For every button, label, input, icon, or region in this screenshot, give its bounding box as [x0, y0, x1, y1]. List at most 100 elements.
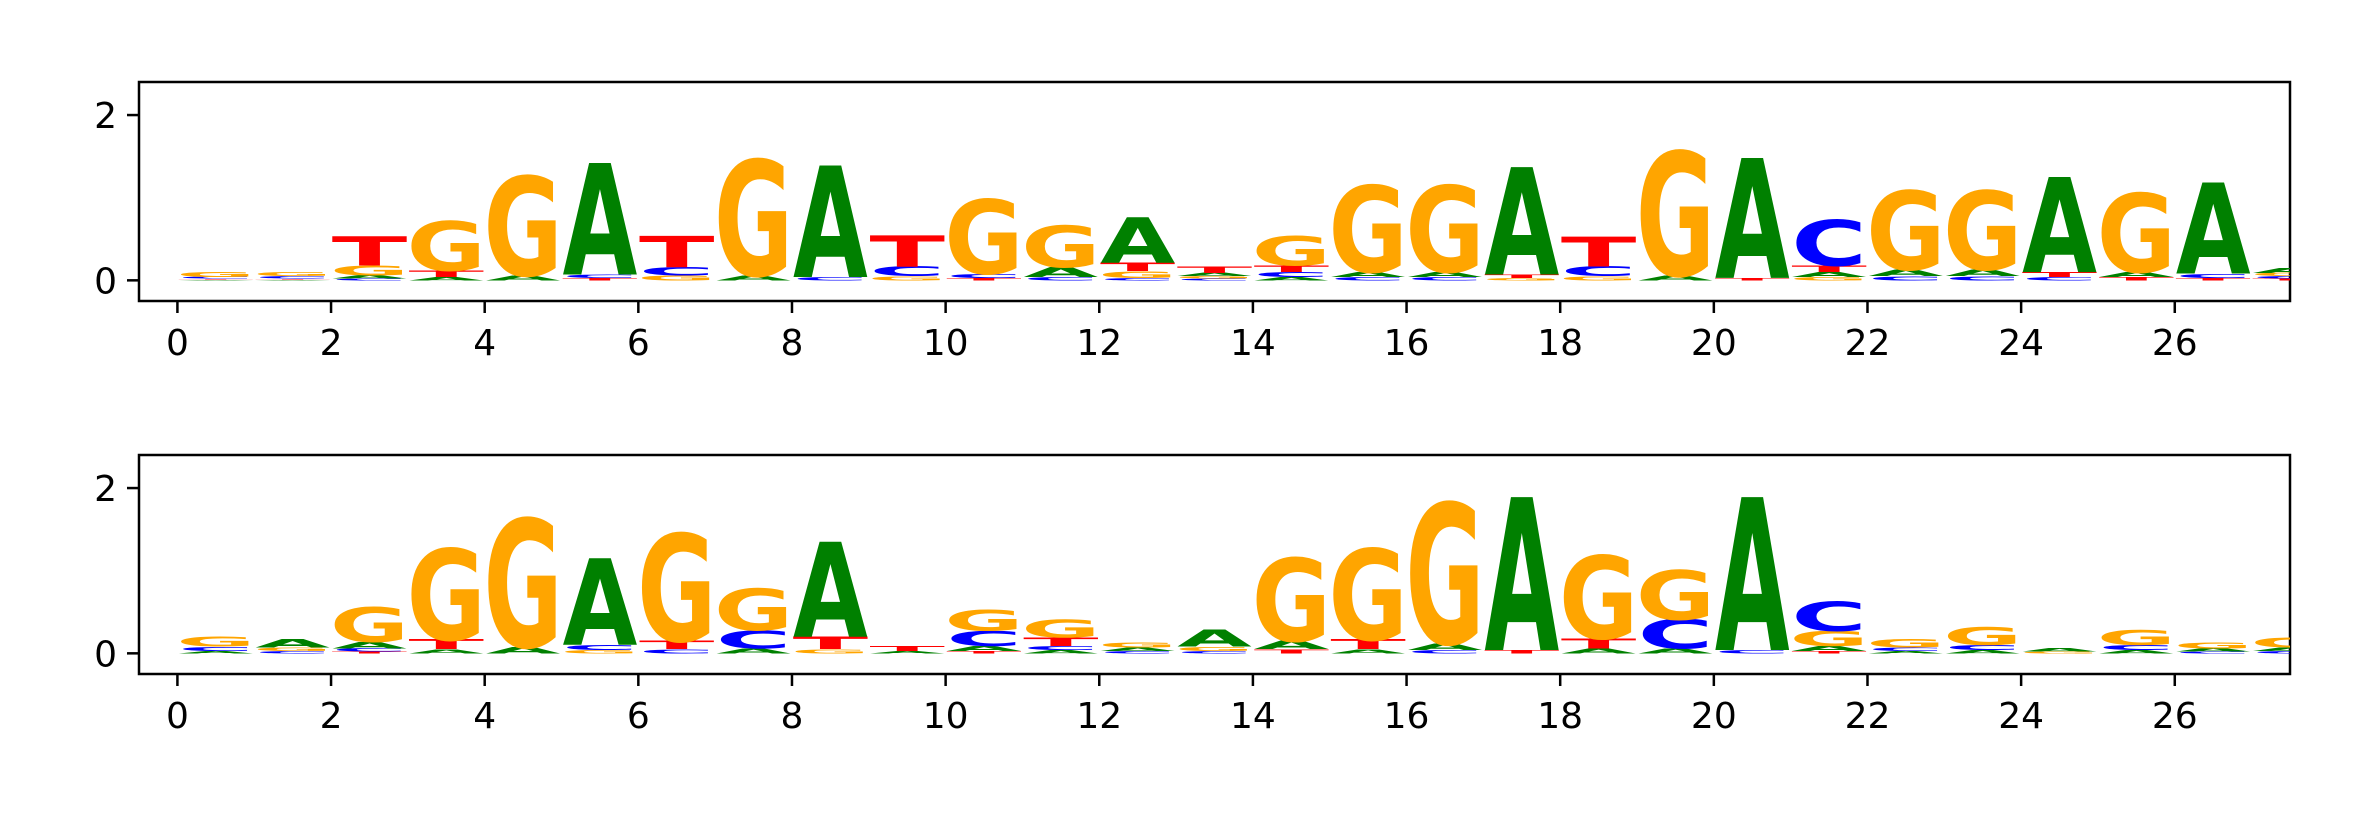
logo-letter-G-pos-15: G: [1329, 525, 1408, 669]
x-tick-label: 0: [166, 323, 189, 364]
logo-letter-G-pos-14: G: [1252, 535, 1331, 667]
logo-letter-T-pos-25: T: [2099, 276, 2175, 281]
logo-letter-G-pos-27: G: [2250, 272, 2329, 277]
logo-letter-T-pos-14: T: [1254, 264, 1330, 275]
y-tick-label: 2: [94, 96, 117, 137]
logo-letter-A-pos-3: A: [409, 276, 484, 281]
x-tick-label: 16: [1384, 696, 1430, 737]
logo-letter-T-pos-27: T: [2252, 278, 2328, 281]
logo-letter-A-pos-12: A: [1100, 647, 1175, 652]
logo-letter-C-pos-19: C: [1638, 612, 1714, 658]
logo-letter-G-pos-23: G: [1943, 622, 2022, 651]
logo-letter-T-pos-8: T: [793, 633, 869, 653]
logo-letter-A-pos-11: A: [1024, 649, 1099, 654]
logo-letter-G-pos-5: G: [560, 649, 639, 654]
logo-letter-A-pos-18: A: [1561, 647, 1636, 655]
x-tick-label: 20: [1691, 696, 1737, 737]
logo-letter-T-pos-10: T: [946, 650, 1022, 654]
logo-letter-A-pos-16: A: [1408, 271, 1483, 279]
logo-letter-C-pos-13: C: [1177, 650, 1253, 654]
logo-letter-A-pos-27: A: [2253, 647, 2328, 652]
logo-letter-G-pos-21: G: [1789, 627, 1868, 651]
logo-letter-C-pos-23: C: [1945, 275, 2021, 282]
logo-letter-A-pos-12: A: [1100, 206, 1175, 278]
logo-letter-A-pos-26: A: [2176, 160, 2251, 304]
logo-letter-T-pos-15: T: [1330, 637, 1406, 653]
logo-letter-A-pos-14: A: [1254, 639, 1329, 652]
logo-letter-G-pos-22: G: [1866, 171, 1945, 296]
logo-letter-G-pos-24: G: [2020, 651, 2099, 654]
x-tick-label: 18: [1537, 323, 1583, 364]
logo-letter-T-pos-21: T: [1791, 264, 1867, 275]
logo-letter-G-pos-16: G: [1405, 161, 1484, 301]
logo-letter-C-pos-26: C: [2175, 273, 2251, 280]
x-tick-label: 0: [166, 696, 189, 737]
logo-letter-A-pos-25: A: [2099, 649, 2174, 654]
logo-letter-G-pos-10: G: [944, 180, 1023, 298]
x-tick-label: 26: [2152, 323, 2198, 364]
logo-letter-C-pos-27: C: [2252, 650, 2328, 654]
logo-letter-A-pos-17: A: [1484, 456, 1559, 700]
logo-letter-C-pos-9: C: [869, 264, 945, 280]
logo-letter-G-pos-1: G: [253, 647, 332, 652]
logo-letter-G-pos-18: G: [1559, 533, 1638, 665]
logo-letter-G-pos-4: G: [483, 150, 562, 308]
x-tick-label: 20: [1691, 323, 1737, 364]
plot-frame: [137, 80, 2292, 303]
x-tick-label: 22: [1845, 323, 1891, 364]
logo-letter-A-pos-1: A: [255, 637, 330, 650]
logo-letter-C-pos-5: C: [562, 644, 638, 652]
logo-letter-G-pos-6: G: [637, 505, 716, 677]
x-tick-label: 10: [923, 696, 969, 737]
logo-letter-A-pos-13: A: [1177, 272, 1252, 277]
logo-letter-A-pos-15: A: [1331, 648, 1406, 655]
x-tick-label: 8: [781, 696, 804, 737]
logo-letter-G-pos-25: G: [2097, 626, 2176, 650]
x-tick-label: 14: [1230, 323, 1276, 364]
logo-letter-A-pos-1: A: [255, 279, 330, 280]
logo-letter-G-pos-19: G: [1636, 118, 1715, 316]
logo-letter-C-pos-18: C: [1561, 264, 1637, 280]
logo-letter-C-pos-7: C: [716, 625, 792, 654]
logo-letter-G-pos-4: G: [483, 484, 562, 689]
logo-letter-A-pos-7: A: [716, 647, 791, 655]
logo-letter-A-pos-17: A: [1484, 139, 1559, 311]
logo-letter-G-pos-27: G: [2250, 635, 2329, 651]
logo-letter-T-pos-11: T: [1023, 635, 1099, 648]
logo-letter-A-pos-5: A: [563, 133, 638, 311]
x-tick-label: 24: [1998, 696, 2044, 737]
logo-letter-A-pos-19: A: [1638, 647, 1713, 655]
logo-letter-G-pos-7: G: [714, 128, 793, 313]
logo-letter-A-pos-22: A: [1869, 268, 1944, 279]
logo-letter-T-pos-17: T: [1484, 649, 1560, 654]
logo-letter-C-pos-23: C: [1945, 644, 2021, 652]
logo-letter-A-pos-8: A: [793, 136, 868, 314]
x-tick-label: 2: [320, 323, 343, 364]
x-tick-label: 4: [473, 323, 496, 364]
logo-letter-A-pos-3: A: [409, 648, 484, 655]
logo-letter-G-pos-22: G: [1866, 637, 1945, 650]
logo-letter-A-pos-26: A: [2176, 648, 2251, 653]
logo-letter-C-pos-1: C: [255, 276, 331, 280]
logo-letter-C-pos-14: C: [1253, 271, 1329, 279]
logo-letter-T-pos-20: T: [1714, 277, 1790, 281]
logo-letter-C-pos-0: C: [178, 277, 254, 280]
logo-letter-C-pos-12: C: [1100, 650, 1176, 654]
logo-letter-A-pos-13: A: [1177, 626, 1252, 653]
logo-letter-G-pos-9: G: [868, 275, 947, 282]
logo-letter-G-pos-8: G: [791, 648, 870, 655]
logo-letter-C-pos-8: C: [793, 276, 869, 281]
logo-letter-T-pos-1: T: [255, 278, 331, 279]
logo-letter-G-pos-10: G: [944, 605, 1023, 638]
logo-letter-A-pos-7: A: [716, 274, 791, 282]
logo-letter-A-pos-2: A: [332, 640, 407, 651]
plot-frame: [137, 453, 2292, 676]
y-tick-label: 2: [94, 469, 117, 510]
logo-letter-T-pos-21: T: [1791, 650, 1867, 654]
logo-letter-A-pos-5: A: [563, 534, 638, 674]
x-tick-label: 4: [473, 696, 496, 737]
logo-letter-A-pos-0: A: [178, 279, 253, 280]
